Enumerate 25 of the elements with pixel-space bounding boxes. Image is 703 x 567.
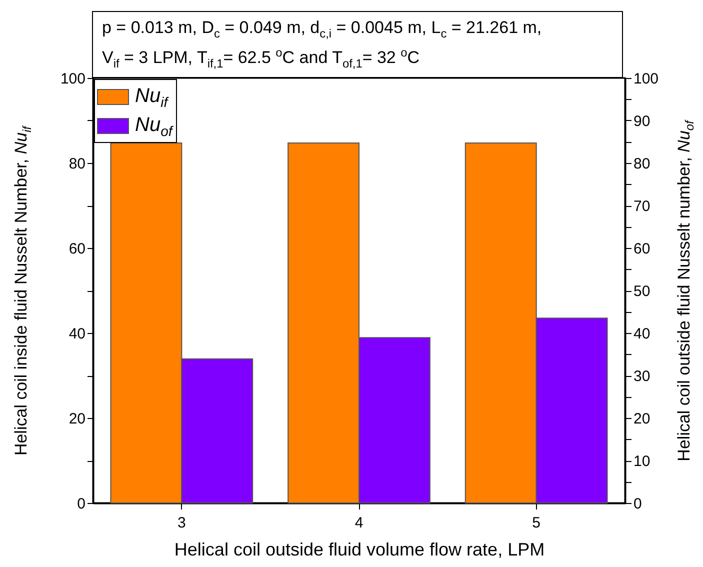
y-tick-label: 0 bbox=[77, 496, 86, 512]
x-tick-label: 4 bbox=[354, 514, 364, 532]
x-axis-title: Helical coil outside fluid volume flow rate, LPM bbox=[174, 540, 545, 560]
y2-tick-label: 60 bbox=[634, 240, 650, 258]
y-tick-label: 60 bbox=[68, 240, 86, 258]
y2-tick-label: 90 bbox=[634, 113, 650, 130]
y-tick-label: 20 bbox=[68, 410, 86, 428]
y2-tick-label: 40 bbox=[634, 326, 650, 342]
legend-label: Nu$_{if}$ bbox=[135, 85, 168, 110]
y-tick-label: 100 bbox=[60, 70, 86, 88]
x-tick-label: 5 bbox=[532, 514, 541, 532]
y-tick-label: 80 bbox=[68, 156, 86, 172]
y-tick-label: 40 bbox=[68, 326, 86, 342]
legend-label: Nu$_{of}$ bbox=[135, 114, 172, 139]
y2-tick-label: 0 bbox=[634, 496, 642, 512]
y2-tick-label: 50 bbox=[634, 283, 650, 300]
y2-tick-label: 80 bbox=[634, 156, 650, 172]
y2-tick-label: 20 bbox=[634, 410, 650, 428]
y2-tick-label: 70 bbox=[634, 198, 650, 215]
text: V$_{if}$ = 3 LPM, T$_{if,1}$= 62.5 $^{o}$C and T$_{of,1}$= 32 $^{o}$C bbox=[102, 45, 420, 70]
x-tick-label: 3 bbox=[177, 514, 186, 532]
y2-tick-label: 100 bbox=[634, 70, 659, 88]
y2-tick-label: 30 bbox=[634, 368, 650, 385]
text: p = 0.013 m, D$_{c}$ = 0.049 m, d$_{c,i}$ = 0.0045 m, L$_{c}$ = 21.261 m, bbox=[102, 17, 543, 42]
y2-tick-label: 10 bbox=[634, 453, 650, 470]
